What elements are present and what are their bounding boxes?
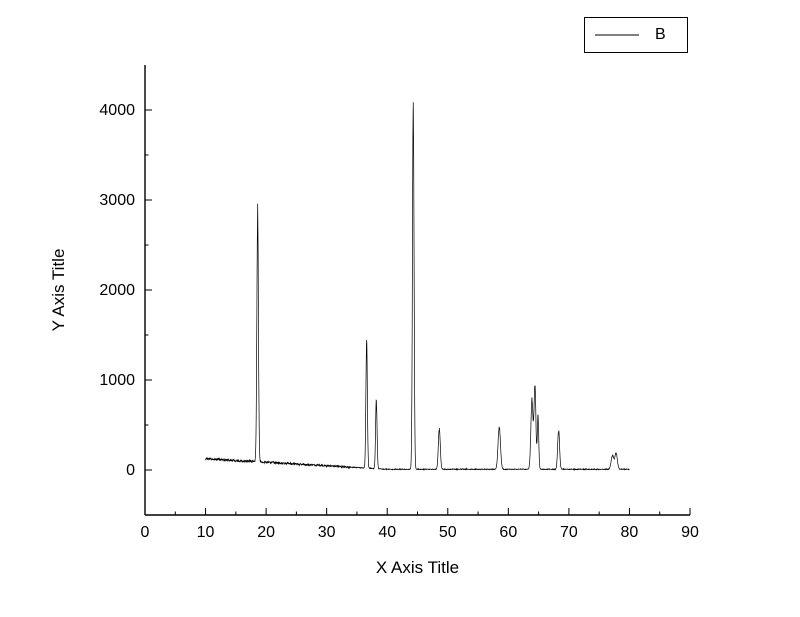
tick-label: 2000	[99, 282, 135, 299]
tick-label: 90	[681, 524, 699, 541]
tick-label: 4000	[99, 102, 135, 119]
y-axis-title: Y Axis Title	[49, 249, 68, 332]
tick-label: 1000	[99, 372, 135, 389]
tick-label: 80	[621, 524, 639, 541]
legend-line-icon	[595, 34, 639, 36]
x-axis-title: X Axis Title	[376, 558, 459, 577]
legend-series-label: B	[655, 26, 666, 43]
tick-label: 0	[141, 524, 150, 541]
legend-box: B	[584, 17, 688, 53]
tick-label: 10	[197, 524, 215, 541]
tick-label: 70	[560, 524, 578, 541]
tick-label: 0	[126, 462, 135, 479]
tick-label: 40	[378, 524, 396, 541]
tick-label: 60	[499, 524, 517, 541]
tick-label: 3000	[99, 192, 135, 209]
tick-label: 30	[318, 524, 336, 541]
tick-label: 20	[257, 524, 275, 541]
tick-labels: 0 10 20 30 40 50 60 70 80 90 0 1000 2000 3000 4000	[99, 102, 699, 541]
series-b-trace	[205, 102, 630, 472]
axes	[144, 65, 691, 516]
tick-label: 50	[439, 524, 457, 541]
